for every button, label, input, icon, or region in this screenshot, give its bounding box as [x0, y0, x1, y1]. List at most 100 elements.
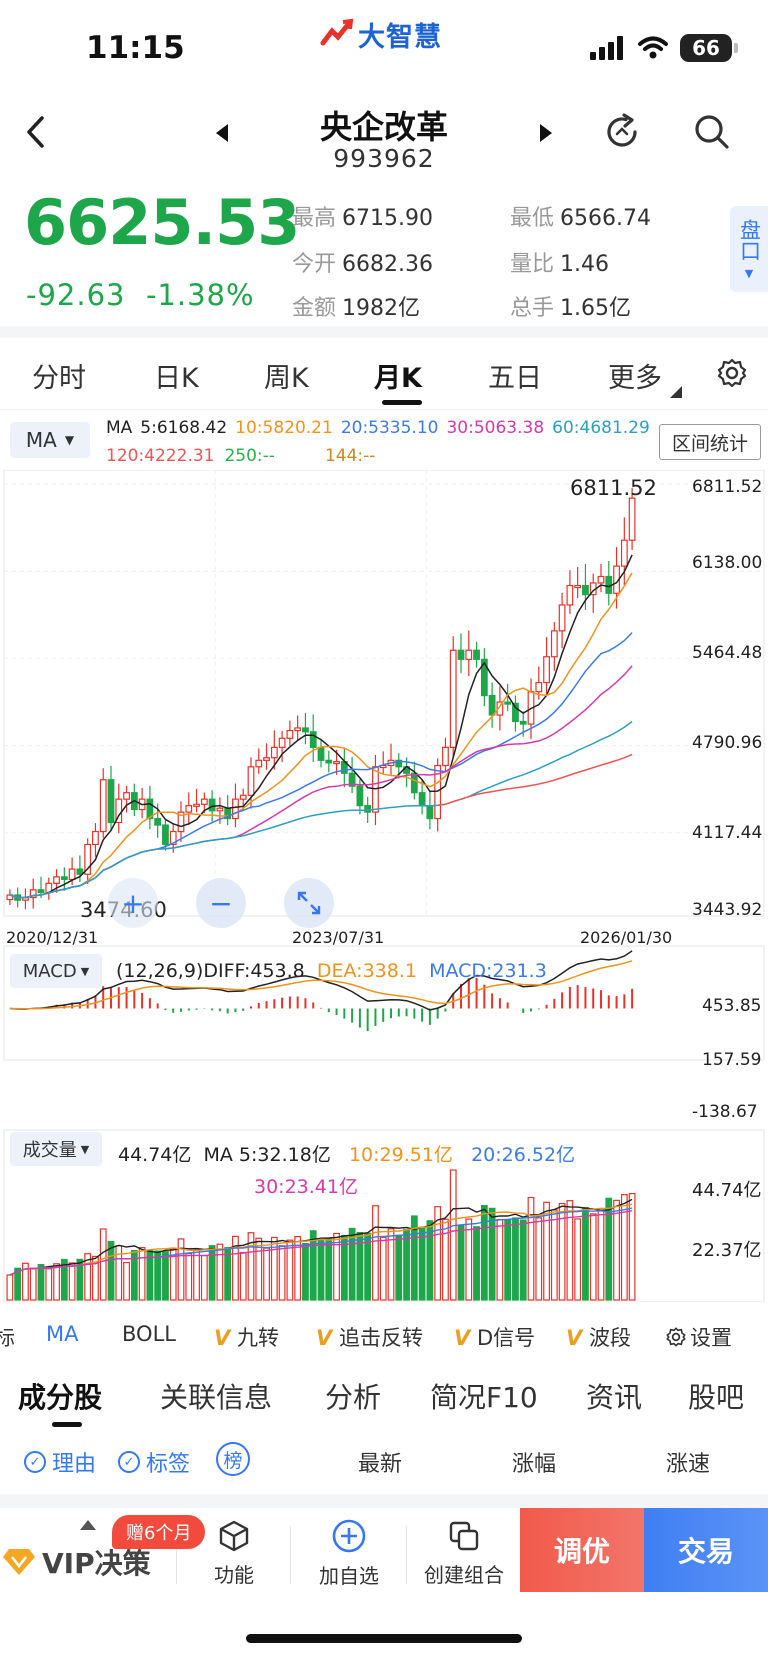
candle-body: [208, 798, 216, 812]
volume-bar: [395, 1235, 403, 1301]
volume-bar: [99, 1228, 107, 1301]
candle-body: [620, 539, 628, 567]
tab-analysis[interactable]: 分析: [325, 1381, 382, 1414]
back-icon[interactable]: [24, 114, 48, 150]
volume-bar: [574, 1218, 582, 1301]
tab-more[interactable]: 更多: [608, 363, 662, 394]
tab-news[interactable]: 资讯: [586, 1381, 643, 1414]
pankou-button[interactable]: 盘口 ▼: [730, 206, 768, 292]
reason-toggle[interactable]: ✓ 理由: [24, 1446, 96, 1478]
candle-body: [270, 746, 278, 759]
wifi-icon: [638, 36, 668, 59]
candle-body: [480, 658, 488, 697]
candle-body: [232, 798, 239, 820]
settings-gear-icon[interactable]: [717, 358, 747, 388]
candle-body: [333, 761, 340, 765]
candle-body: [504, 701, 512, 705]
volume-bar: [410, 1215, 418, 1301]
stat-total-volume: 总手 1.65亿: [510, 296, 632, 321]
tab-month[interactable]: 月K: [374, 363, 422, 394]
prev-stock-icon[interactable]: [214, 122, 230, 144]
col-speed[interactable]: 涨速: [666, 1452, 711, 1477]
volume-bar: [512, 1217, 519, 1301]
high-marker: 6811.52: [570, 476, 657, 500]
volume-bar: [193, 1249, 200, 1301]
candle-body: [53, 876, 60, 884]
trade-button[interactable]: 交易: [644, 1508, 768, 1592]
vip-decision-button[interactable]: VIP决策: [2, 1542, 151, 1582]
volume-bar: [255, 1237, 263, 1301]
zoom-in-button[interactable]: +: [108, 878, 158, 928]
tab-week[interactable]: 周K: [264, 363, 309, 394]
add-watchlist-button[interactable]: 加自选: [292, 1508, 406, 1598]
collapse-arrow-icon[interactable]: [80, 1520, 96, 1530]
volume-bar: [232, 1235, 239, 1301]
col-latest[interactable]: 最新: [358, 1452, 403, 1477]
divider: [0, 1494, 768, 1508]
candle-body: [558, 604, 566, 632]
volume-bar: [496, 1218, 504, 1301]
fullscreen-button[interactable]: [284, 878, 334, 928]
indicator-prev[interactable]: 标: [0, 1326, 15, 1350]
rank-button[interactable]: 榜: [216, 1442, 250, 1476]
ma60-line: [9, 720, 633, 899]
cube-icon: [219, 1520, 249, 1551]
volume-y-tick: 22.37亿: [692, 1240, 762, 1261]
tab-constituents[interactable]: 成分股: [18, 1381, 103, 1414]
zoom-out-button[interactable]: −: [196, 878, 246, 928]
adjust-button[interactable]: 调优: [520, 1508, 644, 1592]
candle-body: [488, 694, 496, 716]
create-portfolio-button[interactable]: 创建组合: [408, 1508, 520, 1598]
candle-body: [154, 817, 162, 826]
tab-f10[interactable]: 简况F10: [430, 1381, 538, 1414]
col-change[interactable]: 涨幅: [512, 1452, 557, 1477]
tab-five-day[interactable]: 五日: [488, 363, 542, 394]
candle-body: [426, 805, 434, 820]
ma60-value: 60:4681.29: [552, 418, 650, 438]
search-icon[interactable]: [692, 112, 732, 152]
logo-text: 大智慧: [358, 21, 442, 53]
range-stats-button[interactable]: 区间统计: [659, 424, 761, 460]
tab-minute[interactable]: 分时: [32, 363, 86, 394]
candle-body: [286, 729, 294, 739]
refresh-icon[interactable]: [602, 112, 642, 152]
next-stock-icon[interactable]: [538, 122, 554, 144]
tab-forum[interactable]: 股吧: [688, 1381, 745, 1414]
volume-bar: [434, 1206, 442, 1301]
kline-chart[interactable]: [0, 470, 768, 1302]
indicator-boll[interactable]: BOLL: [122, 1322, 176, 1346]
home-indicator[interactable]: [246, 1634, 522, 1643]
indicator-jiuzhuan[interactable]: V 九转: [214, 1326, 279, 1350]
volume-bar: [185, 1253, 193, 1301]
indicator-boduan[interactable]: V 波段: [566, 1326, 631, 1350]
expand-icon: [297, 891, 321, 915]
status-time: 11:15: [86, 30, 185, 66]
candle-body: [535, 682, 543, 693]
volume-bar: [130, 1249, 138, 1301]
function-button[interactable]: 功能: [178, 1508, 290, 1598]
volume-bar: [294, 1235, 302, 1301]
volume-bar: [325, 1238, 333, 1301]
candle-body: [255, 759, 263, 768]
indicator-bar: 标 MA BOLL V 九转 V 追击反转 V D信号 V 波段 设置: [0, 1312, 768, 1360]
macd-y-tick: 157.59: [702, 1050, 762, 1070]
candle-body: [216, 807, 224, 812]
tag-toggle[interactable]: ✓ 标签: [118, 1446, 190, 1478]
candle-body: [247, 766, 255, 796]
tab-day[interactable]: 日K: [154, 363, 199, 394]
macd-selector[interactable]: MACD ▼: [10, 954, 102, 988]
stat-open: 今开 6682.36: [292, 252, 433, 277]
indicator-zhuiji[interactable]: V 追击反转: [316, 1326, 423, 1350]
indicator-settings[interactable]: 设置: [666, 1322, 732, 1352]
ma-selector[interactable]: MA ▼: [10, 422, 90, 458]
volume-selector[interactable]: 成交量 ▼: [10, 1132, 102, 1166]
indicator-ma[interactable]: MA: [46, 1322, 79, 1346]
gear-icon: [666, 1327, 686, 1347]
candle-body: [29, 889, 37, 899]
indicator-dsignal[interactable]: V D信号: [454, 1326, 536, 1350]
stat-low: 最低 6566.74: [510, 206, 651, 231]
more-triangle-icon: [670, 386, 682, 398]
ma144-value: 144:--: [324, 446, 376, 466]
tab-related[interactable]: 关联信息: [160, 1381, 273, 1414]
volume-bar: [29, 1267, 37, 1301]
